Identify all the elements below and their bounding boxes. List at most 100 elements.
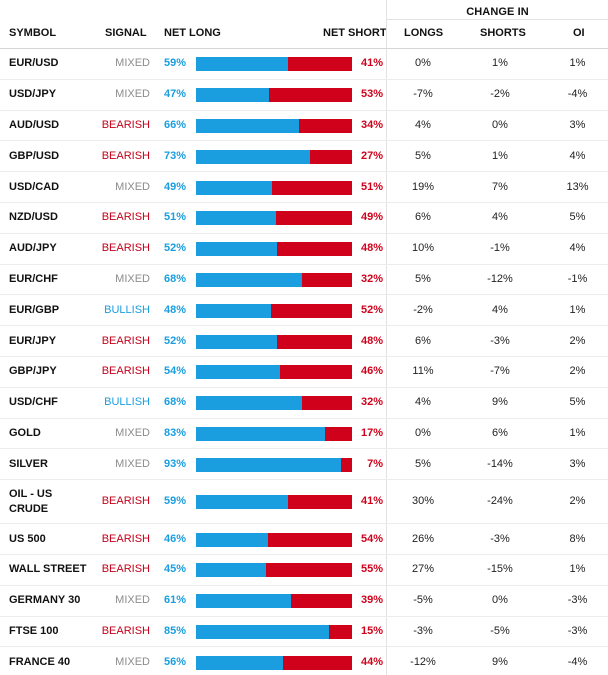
table-row[interactable]: EUR/GBP BULLISH 48% 52% -2% 4% 1% [0, 295, 608, 327]
change-oi-cell: 8% [569, 532, 586, 545]
net-long-bar-fill [196, 242, 278, 257]
symbol-cell[interactable]: AUD/JPY [9, 242, 57, 255]
net-long-value: 73% [164, 149, 187, 162]
symbol-cell[interactable]: OIL - US CRUDE [9, 488, 53, 516]
sentiment-bar [196, 242, 352, 257]
table-row[interactable]: AUD/USD BEARISH 66% 34% 4% 0% 3% [0, 110, 608, 142]
table-row[interactable]: USD/CHF BULLISH 68% 32% 4% 9% 5% [0, 387, 608, 419]
symbol-cell[interactable]: AUD/USD [9, 118, 60, 131]
column-divider [386, 554, 387, 585]
change-longs-cell: 4% [415, 396, 431, 409]
table-row[interactable]: SILVER MIXED 93% 7% 5% -14% 3% [0, 449, 608, 481]
signal-cell: BEARISH [101, 532, 150, 545]
table-row[interactable]: FRANCE 40 MIXED 56% 44% -12% 9% -4% [0, 647, 608, 675]
table-row[interactable]: GBP/USD BEARISH 73% 27% 5% 1% 4% [0, 141, 608, 173]
net-long-bar-fill [196, 303, 271, 318]
net-long-bar-fill [196, 334, 278, 349]
change-shorts-cell: 4% [492, 211, 508, 224]
net-long-bar-fill [196, 655, 284, 670]
change-oi-cell: 3% [569, 118, 586, 131]
column-divider [386, 585, 387, 616]
table-row[interactable]: EUR/CHF MIXED 68% 32% 5% -12% -1% [0, 264, 608, 296]
net-long-column-header: NET LONG [164, 27, 221, 39]
net-long-bar-fill [196, 594, 292, 609]
symbol-cell[interactable]: USD/JPY [9, 88, 57, 101]
net-long-value: 49% [164, 180, 187, 193]
table-row[interactable]: AUD/JPY BEARISH 52% 48% 10% -1% 4% [0, 233, 608, 265]
table-row[interactable]: EUR/JPY BEARISH 52% 48% 6% -3% 2% [0, 326, 608, 357]
change-shorts-cell: -1% [490, 242, 510, 255]
column-divider [386, 356, 387, 387]
net-short-value: 17% [360, 426, 383, 439]
sentiment-bar [196, 594, 352, 609]
change-oi-cell: 1% [569, 57, 586, 70]
symbol-cell[interactable]: USD/CAD [9, 180, 60, 193]
symbol-cell[interactable]: GERMANY 30 [9, 594, 81, 607]
change-shorts-cell: 4% [492, 303, 508, 316]
signal-cell: BEARISH [101, 495, 150, 508]
change-oi-cell: 2% [569, 495, 586, 508]
net-short-column-header: NET SHORT [323, 27, 387, 39]
table-row[interactable]: OIL - US CRUDE BEARISH 59% 41% 30% -24% 2% [0, 480, 608, 525]
symbol-cell[interactable]: SILVER [9, 457, 48, 470]
table-row[interactable]: EUR/USD MIXED 59% 41% 0% 1% 1% [0, 49, 608, 80]
table-row[interactable]: GOLD MIXED 83% 17% 0% 6% 1% [0, 418, 608, 450]
table-row[interactable]: WALL STREET BEARISH 45% 55% 27% -15% 1% [0, 554, 608, 586]
change-longs-cell: -12% [410, 655, 436, 668]
column-divider [386, 20, 387, 48]
table-header: SYMBOL SIGNAL NET LONG NET SHORT LONGS S… [0, 20, 608, 49]
change-oi-cell: -4% [567, 655, 588, 668]
symbol-cell[interactable]: GOLD [9, 426, 41, 439]
symbol-cell[interactable]: EUR/USD [9, 57, 59, 70]
signal-cell: MIXED [115, 88, 150, 101]
symbol-cell[interactable]: EUR/GBP [9, 303, 60, 316]
change-shorts-cell: -7% [490, 365, 510, 378]
table-row[interactable]: FTSE 100 BEARISH 85% 15% -3% -5% -3% [0, 616, 608, 648]
sentiment-bar [196, 57, 352, 72]
column-divider [386, 233, 387, 264]
symbol-cell[interactable]: GBP/USD [9, 149, 60, 162]
net-long-bar-fill [196, 624, 329, 639]
net-short-value: 41% [360, 57, 383, 70]
table-row[interactable]: US 500 BEARISH 46% 54% 26% -3% 8% [0, 524, 608, 555]
column-divider [386, 79, 387, 110]
symbol-cell[interactable]: FRANCE 40 [9, 655, 71, 668]
column-divider [386, 616, 387, 647]
table-row[interactable]: USD/CAD MIXED 49% 51% 19% 7% 13% [0, 172, 608, 203]
symbol-cell[interactable]: NZD/USD [9, 211, 58, 224]
table-row[interactable]: GBP/JPY BEARISH 54% 46% 11% -7% 2% [0, 356, 608, 388]
net-short-value: 49% [360, 211, 383, 224]
sentiment-bar [196, 365, 352, 380]
change-longs-cell: -7% [413, 88, 433, 101]
sentiment-bar [196, 655, 352, 670]
table-row[interactable]: GERMANY 30 MIXED 61% 39% -5% 0% -3% [0, 585, 608, 617]
symbol-cell[interactable]: FTSE 100 [9, 624, 59, 637]
net-long-value: 47% [164, 88, 187, 101]
symbol-cell[interactable]: EUR/CHF [9, 272, 58, 285]
change-shorts-cell: 7% [492, 180, 508, 193]
net-short-value: 15% [360, 624, 383, 637]
column-divider [386, 647, 387, 675]
net-long-bar-fill [196, 211, 276, 226]
sentiment-bar [196, 334, 352, 349]
symbol-cell[interactable]: WALL STREET [9, 563, 87, 576]
net-long-value: 61% [164, 594, 187, 607]
symbol-cell[interactable]: GBP/JPY [9, 365, 57, 378]
signal-cell: MIXED [115, 457, 150, 470]
net-short-value: 7% [367, 457, 383, 470]
symbol-cell[interactable]: EUR/JPY [9, 334, 57, 347]
symbol-cell[interactable]: US 500 [9, 532, 46, 545]
net-short-value: 46% [360, 365, 383, 378]
net-short-value: 55% [360, 563, 383, 576]
column-divider [386, 326, 387, 356]
table-row[interactable]: NZD/USD BEARISH 51% 49% 6% 4% 5% [0, 202, 608, 234]
column-divider [386, 480, 387, 524]
change-shorts-cell: -5% [490, 624, 510, 637]
symbol-cell[interactable]: USD/CHF [9, 396, 58, 409]
change-oi-cell: 2% [569, 334, 586, 347]
sentiment-bar [196, 563, 352, 578]
change-shorts-cell: 9% [492, 396, 508, 409]
net-long-value: 52% [164, 242, 187, 255]
table-row[interactable]: USD/JPY MIXED 47% 53% -7% -2% -4% [0, 79, 608, 111]
signal-cell: MIXED [115, 272, 150, 285]
